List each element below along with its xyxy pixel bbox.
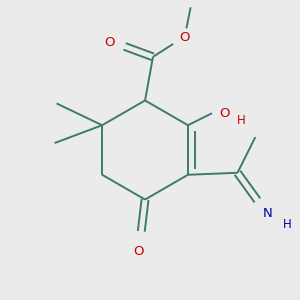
Text: O: O (179, 31, 190, 44)
Text: O: O (219, 107, 230, 120)
Text: N: N (262, 207, 272, 220)
Text: O: O (104, 35, 115, 49)
Text: H: H (237, 114, 246, 127)
Text: H: H (283, 218, 291, 231)
Text: O: O (133, 244, 143, 258)
